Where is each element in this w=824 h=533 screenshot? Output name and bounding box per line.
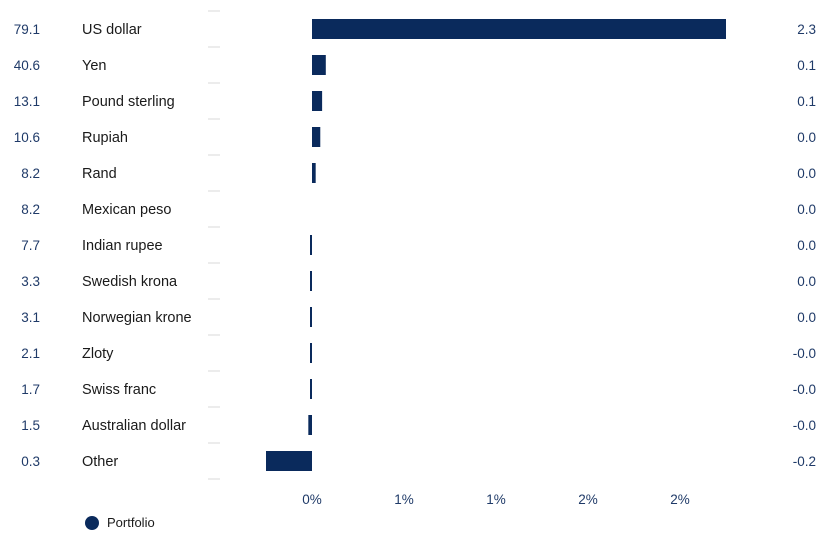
legend: Portfolio: [85, 515, 155, 530]
category-label: Pound sterling: [82, 94, 175, 110]
left-value-label: 1.7: [21, 382, 40, 397]
legend-label-portfolio: Portfolio: [107, 515, 155, 530]
right-value-label: 0.0: [797, 238, 816, 253]
bar: [310, 271, 312, 291]
bar: [308, 415, 312, 435]
x-tick-label: 0%: [302, 492, 322, 507]
left-value-label: 1.5: [21, 418, 40, 433]
left-value-label: 2.1: [21, 346, 40, 361]
bar: [310, 343, 312, 363]
right-value-label: 0.0: [797, 202, 816, 217]
right-value-label: -0.0: [793, 418, 816, 433]
right-value-label: 0.0: [797, 310, 816, 325]
bar: [310, 307, 312, 327]
category-label: Australian dollar: [82, 418, 186, 434]
left-value-label: 7.7: [21, 238, 40, 253]
left-value-label: 3.1: [21, 310, 40, 325]
left-value-label: 0.3: [21, 454, 40, 469]
category-label: Zloty: [82, 346, 114, 362]
category-label: Mexican peso: [82, 202, 171, 218]
right-value-label: 2.3: [797, 22, 816, 37]
left-value-label: 8.2: [21, 202, 40, 217]
category-label: Indian rupee: [82, 238, 163, 254]
right-value-label: -0.2: [793, 454, 816, 469]
right-value-label: 0.0: [797, 130, 816, 145]
left-value-label: 79.1: [14, 22, 40, 37]
category-label: Swedish krona: [82, 274, 178, 290]
left-value-label: 8.2: [21, 166, 40, 181]
x-tick-label: 2%: [670, 492, 690, 507]
category-label: Rand: [82, 166, 117, 182]
legend-marker-portfolio: [85, 515, 99, 530]
x-tick-label: 1%: [394, 492, 414, 507]
category-label: Yen: [82, 58, 106, 74]
right-value-label: -0.0: [793, 382, 816, 397]
x-tick-label: 1%: [486, 492, 506, 507]
x-tick-label: 2%: [578, 492, 598, 507]
category-label: US dollar: [82, 22, 142, 38]
category-label: Rupiah: [82, 130, 128, 146]
right-value-label: 0.1: [797, 94, 816, 109]
category-label: Swiss franc: [82, 382, 156, 398]
left-value-label: 10.6: [14, 130, 40, 145]
bar: [310, 235, 312, 255]
bar: [310, 379, 312, 399]
right-value-label: 0.0: [797, 166, 816, 181]
left-value-label: 3.3: [21, 274, 40, 289]
bar: [312, 55, 326, 75]
right-value-label: 0.1: [797, 58, 816, 73]
category-label: Norwegian krone: [82, 310, 192, 326]
right-value-label: -0.0: [793, 346, 816, 361]
right-value-label: 0.0: [797, 274, 816, 289]
category-label: Other: [82, 454, 118, 470]
bar: [312, 127, 321, 147]
bar: [312, 163, 316, 183]
bar: [312, 91, 323, 111]
bar: [312, 19, 726, 39]
bar: [266, 451, 312, 471]
left-value-label: 40.6: [14, 58, 40, 73]
left-value-label: 13.1: [14, 94, 40, 109]
